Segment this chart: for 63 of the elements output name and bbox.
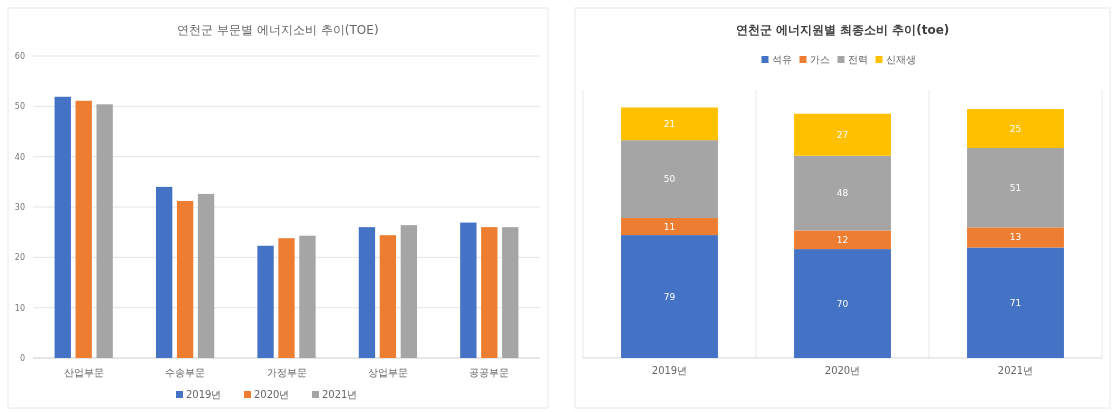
bar [794, 249, 891, 358]
bar [54, 96, 71, 358]
y-tick-label: 30 [14, 203, 25, 212]
y-tick-label: 10 [14, 303, 25, 313]
bar [278, 238, 295, 358]
x-tick-label: 2019년 [651, 365, 688, 376]
legend-label: 2019년 [186, 389, 222, 400]
bar [155, 186, 173, 358]
bar [794, 113, 891, 156]
bar [794, 155, 891, 231]
bar [621, 235, 718, 358]
legend-label: 신재생 [885, 54, 916, 65]
bar [967, 147, 1064, 228]
data-label: 50 [663, 174, 676, 185]
legend-label: 석유 [771, 54, 792, 65]
legend-label: 2021년 [322, 389, 358, 400]
legend-label: 2020년 [254, 389, 290, 400]
data-label: 48 [836, 188, 849, 199]
x-tick-label: 상업부문 [367, 367, 408, 378]
x-tick-label: 산업부문 [63, 367, 104, 378]
data-label: 12 [836, 234, 849, 245]
y-tick-label: 0 [19, 354, 25, 363]
bar [460, 222, 477, 358]
bar [621, 217, 718, 236]
bar [96, 104, 113, 358]
data-label: 25 [1009, 123, 1022, 134]
bar [257, 245, 274, 358]
data-label: 79 [663, 291, 676, 302]
x-tick-label: 2021년 [997, 365, 1034, 376]
data-label: 11 [663, 221, 676, 232]
bar [197, 193, 215, 358]
y-tick-label: 60 [14, 52, 25, 61]
y-tick-label: 20 [14, 253, 25, 263]
chart-title: 연천군 에너지원별 최종소비 추이(toe) [735, 23, 950, 37]
bar [75, 100, 92, 358]
bar [299, 235, 316, 358]
chart-title: 연천군 부문별 에너지소비 추이(TOE) [177, 23, 379, 37]
data-label: 27 [836, 129, 849, 140]
bar [794, 230, 891, 250]
legend-label: 전력 [847, 54, 868, 65]
data-label: 21 [663, 118, 676, 129]
bar [967, 247, 1064, 358]
bar [621, 140, 718, 218]
bar [502, 227, 519, 358]
x-tick-label: 가정부문 [266, 367, 307, 378]
bar [358, 227, 376, 358]
x-tick-label: 공공부문 [469, 367, 510, 378]
bar [967, 227, 1064, 248]
bar [621, 107, 718, 141]
data-label: 71 [1009, 297, 1022, 308]
y-tick-label: 40 [14, 152, 25, 162]
x-tick-label: 2020년 [824, 365, 861, 376]
x-tick-label: 수송부문 [165, 367, 206, 378]
bar [379, 235, 397, 358]
data-label: 51 [1009, 182, 1022, 193]
bar [481, 227, 498, 358]
legend-label: 가스 [809, 54, 830, 65]
y-tick-label: 50 [14, 102, 25, 112]
bar [176, 200, 194, 358]
bar [967, 109, 1064, 148]
data-label: 13 [1009, 232, 1022, 243]
data-label: 70 [836, 298, 849, 309]
bar [400, 225, 418, 358]
